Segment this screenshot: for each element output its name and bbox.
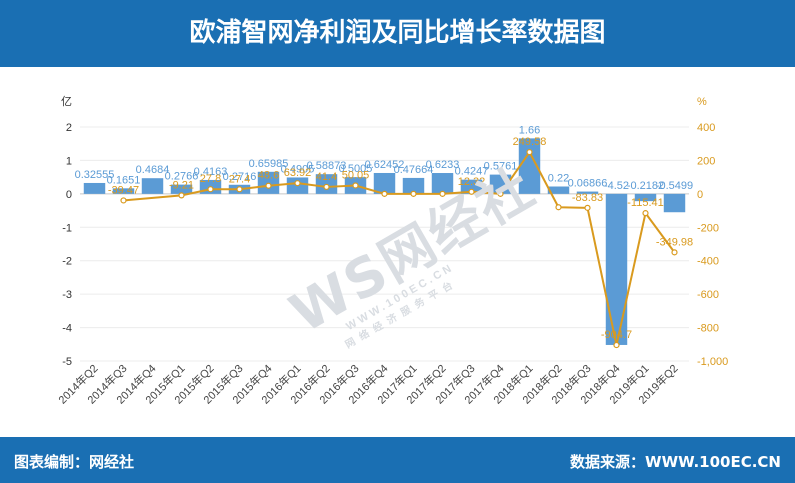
footer-source-editor: 图表编制：网经社 (14, 453, 135, 471)
line-data-label: -9.21 (169, 179, 194, 191)
bar-data-label: 0.4163 (194, 166, 228, 178)
line-point (468, 188, 475, 195)
line-point (178, 192, 185, 199)
bar (141, 178, 164, 194)
line-data-label: 50.05 (342, 169, 370, 181)
bar (634, 193, 657, 202)
bar-data-label: 0.06866 (568, 178, 608, 190)
line-data-label: -904.7 (601, 329, 632, 341)
line-data-label: 249.58 (513, 136, 547, 148)
bar-data-label: 0.2766 (165, 171, 199, 183)
bar-data-label: 0.4247 (455, 166, 489, 178)
line-data-label: 48.6 (258, 170, 279, 182)
bar (170, 184, 193, 194)
line-point (642, 210, 649, 217)
bar (431, 173, 454, 194)
bar (489, 174, 512, 194)
right-axis-tick-label: 200 (697, 155, 715, 167)
line-point (439, 190, 446, 197)
line-data-label: 41.4 (316, 171, 337, 183)
bar-data-label: 0.5005 (339, 163, 373, 175)
line-point (497, 190, 504, 197)
bar-data-label: -0.2182 (627, 180, 664, 192)
chart-title: 欧浦智网净利润及同比增长率数据图 (189, 18, 606, 48)
line-point (323, 183, 330, 191)
line-point (120, 197, 127, 204)
bar (402, 177, 425, 194)
bar (605, 193, 628, 345)
line-data-label: -83.83 (572, 192, 603, 204)
left-axis-tick-label: -3 (62, 289, 72, 301)
bar-data-label: 0.2716 (223, 171, 257, 183)
bar-data-label: 0.4684 (136, 164, 170, 176)
left-axis-tick-label: 0 (66, 189, 72, 201)
bar-data-label: 0.1651 (107, 174, 141, 186)
left-axis-tick-label: -4 (62, 323, 72, 335)
left-axis-tick-label: -1 (62, 222, 72, 234)
line-data-label: 12.32 (458, 176, 486, 188)
line-data-label: 63.92 (284, 167, 312, 179)
right-axis-tick-label: -1,000 (697, 356, 728, 368)
bar-data-label: 1.66 (519, 124, 540, 136)
right-axis-unit: % (697, 96, 707, 108)
left-axis-unit: 亿 (61, 95, 72, 108)
line-data-label: 27.8 (200, 173, 221, 185)
line-point (584, 204, 591, 211)
bar (112, 188, 135, 194)
line-data-label: -115.41 (627, 197, 664, 209)
bar (663, 193, 686, 213)
bar-data-label: -0.5499 (656, 180, 693, 192)
line-labels: -39.47 -9.21 27.8 27.4 48.6 63.92 41.4 50.05 12.… (108, 136, 693, 341)
bar-data-label: 0.62452 (365, 159, 405, 171)
line-point (410, 190, 417, 197)
right-axis-tick-label: -800 (697, 323, 719, 335)
bar-data-label: 0.47664 (394, 164, 434, 176)
bar-data-label: 0.4905 (281, 163, 315, 175)
bar-data-label: 0.6233 (426, 159, 460, 171)
line-point (207, 186, 214, 193)
left-axis-tick-label: 1 (66, 155, 72, 167)
right-axis-tick-label: 400 (697, 122, 715, 134)
bar-data-label: -4.52 (604, 180, 629, 192)
line-point (526, 149, 533, 156)
line-point (265, 182, 272, 189)
bar-data-label: 0.65985 (249, 158, 289, 170)
bar (576, 191, 599, 194)
line-data-label: -39.47 (108, 184, 139, 196)
axes: 2 1 0 -1 -2 -3 -4 -5 亿 400 200 0 -200 -400 -600 -800 -1,… (61, 95, 728, 368)
bar-data-label: 0.22 (548, 173, 569, 185)
right-axis-tick-label: -200 (697, 222, 719, 234)
line-point (352, 182, 359, 189)
header-bar: 欧浦智网净利润及同比增长率数据图 (0, 0, 795, 67)
bar-data-label: 0.58873 (307, 160, 347, 172)
line-point (381, 190, 388, 197)
footer-data-source: 数据来源：WWW.100EC.CN (570, 453, 781, 471)
bar (518, 138, 541, 194)
footer-bar: 图表编制：网经社 数据来源：WWW.100EC.CN (0, 437, 795, 483)
line-point (555, 204, 562, 211)
line-point (613, 341, 620, 349)
bar-data-label: 0.5761 (484, 161, 518, 173)
bar (373, 172, 396, 194)
bar (460, 179, 483, 194)
line-data-label: -349.98 (656, 236, 693, 248)
chart-svg: 0.325550.16510.46840.27660.41630.27160.6… (55, 95, 728, 407)
bar (83, 182, 106, 194)
line-series (120, 149, 678, 349)
line-data-label: 27.4 (229, 173, 250, 185)
line-point (294, 180, 301, 187)
line-point (236, 186, 243, 193)
right-axis-tick-label: -600 (697, 289, 719, 301)
line-point (671, 249, 678, 256)
chart-area: 0.32555 0.1651 0.4684 0.2766 0.4163 0.2716 0.6… (0, 67, 795, 437)
left-axis-tick-label: -5 (62, 356, 72, 368)
left-axis-tick-label: 2 (66, 122, 72, 134)
x-axis-labels: 2014年Q22014年Q32014年Q42015年Q12015年Q22015年… (55, 361, 680, 406)
left-axis-tick-label: -2 (62, 256, 72, 268)
bar-data-label: 0.32555 (75, 169, 115, 181)
right-axis-tick-label: -400 (697, 256, 719, 268)
right-axis-tick-label: 0 (697, 189, 703, 201)
bar (547, 186, 570, 194)
bar-labels: 0.325550.16510.46840.27660.41630.27160.6… (75, 124, 694, 191)
